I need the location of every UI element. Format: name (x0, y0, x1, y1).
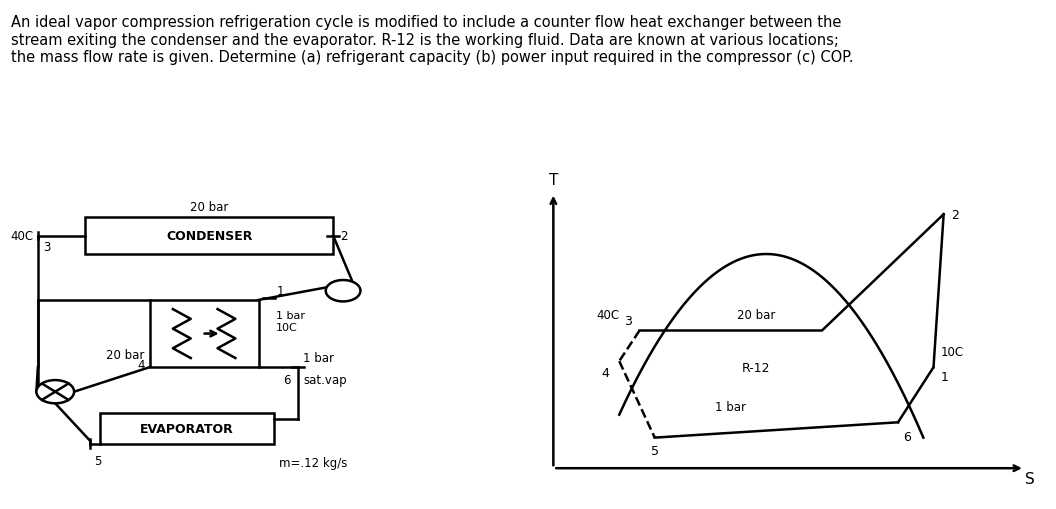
Circle shape (36, 380, 74, 404)
Text: R-12: R-12 (742, 361, 770, 374)
Text: 5: 5 (650, 444, 659, 457)
Text: 20 bar: 20 bar (737, 309, 775, 322)
Text: 20 bar: 20 bar (107, 349, 145, 362)
Text: An ideal vapor compression refrigeration cycle is modified to include a counter : An ideal vapor compression refrigeration… (11, 15, 853, 65)
Text: 40C: 40C (11, 230, 34, 243)
Text: 5: 5 (94, 455, 101, 467)
Text: T: T (549, 173, 558, 187)
Text: 20 bar: 20 bar (190, 201, 228, 213)
Text: 1 bar
10C: 1 bar 10C (277, 310, 305, 332)
Text: 1: 1 (277, 284, 284, 297)
Text: 6: 6 (283, 374, 291, 386)
Text: 2: 2 (341, 230, 348, 243)
Text: S: S (1025, 471, 1035, 486)
Bar (150, 300, 259, 367)
Text: 3: 3 (43, 241, 51, 253)
Text: 40C: 40C (597, 309, 619, 322)
Circle shape (325, 280, 360, 302)
Bar (86, 218, 334, 254)
Text: 10C: 10C (941, 346, 964, 358)
Text: CONDENSER: CONDENSER (166, 230, 252, 243)
Text: 4: 4 (601, 366, 609, 379)
Text: 6: 6 (903, 430, 911, 443)
Text: m=.12 kg/s: m=.12 kg/s (279, 456, 347, 469)
Bar (100, 413, 274, 444)
Text: 3: 3 (624, 315, 631, 328)
Text: 1 bar: 1 bar (715, 401, 747, 413)
Text: 1 bar: 1 bar (303, 352, 335, 364)
Text: 1: 1 (941, 371, 949, 383)
Text: EVAPORATOR: EVAPORATOR (139, 422, 233, 435)
Text: 4: 4 (137, 358, 145, 371)
Text: 2: 2 (951, 208, 959, 221)
Text: sat.vap: sat.vap (303, 374, 347, 386)
